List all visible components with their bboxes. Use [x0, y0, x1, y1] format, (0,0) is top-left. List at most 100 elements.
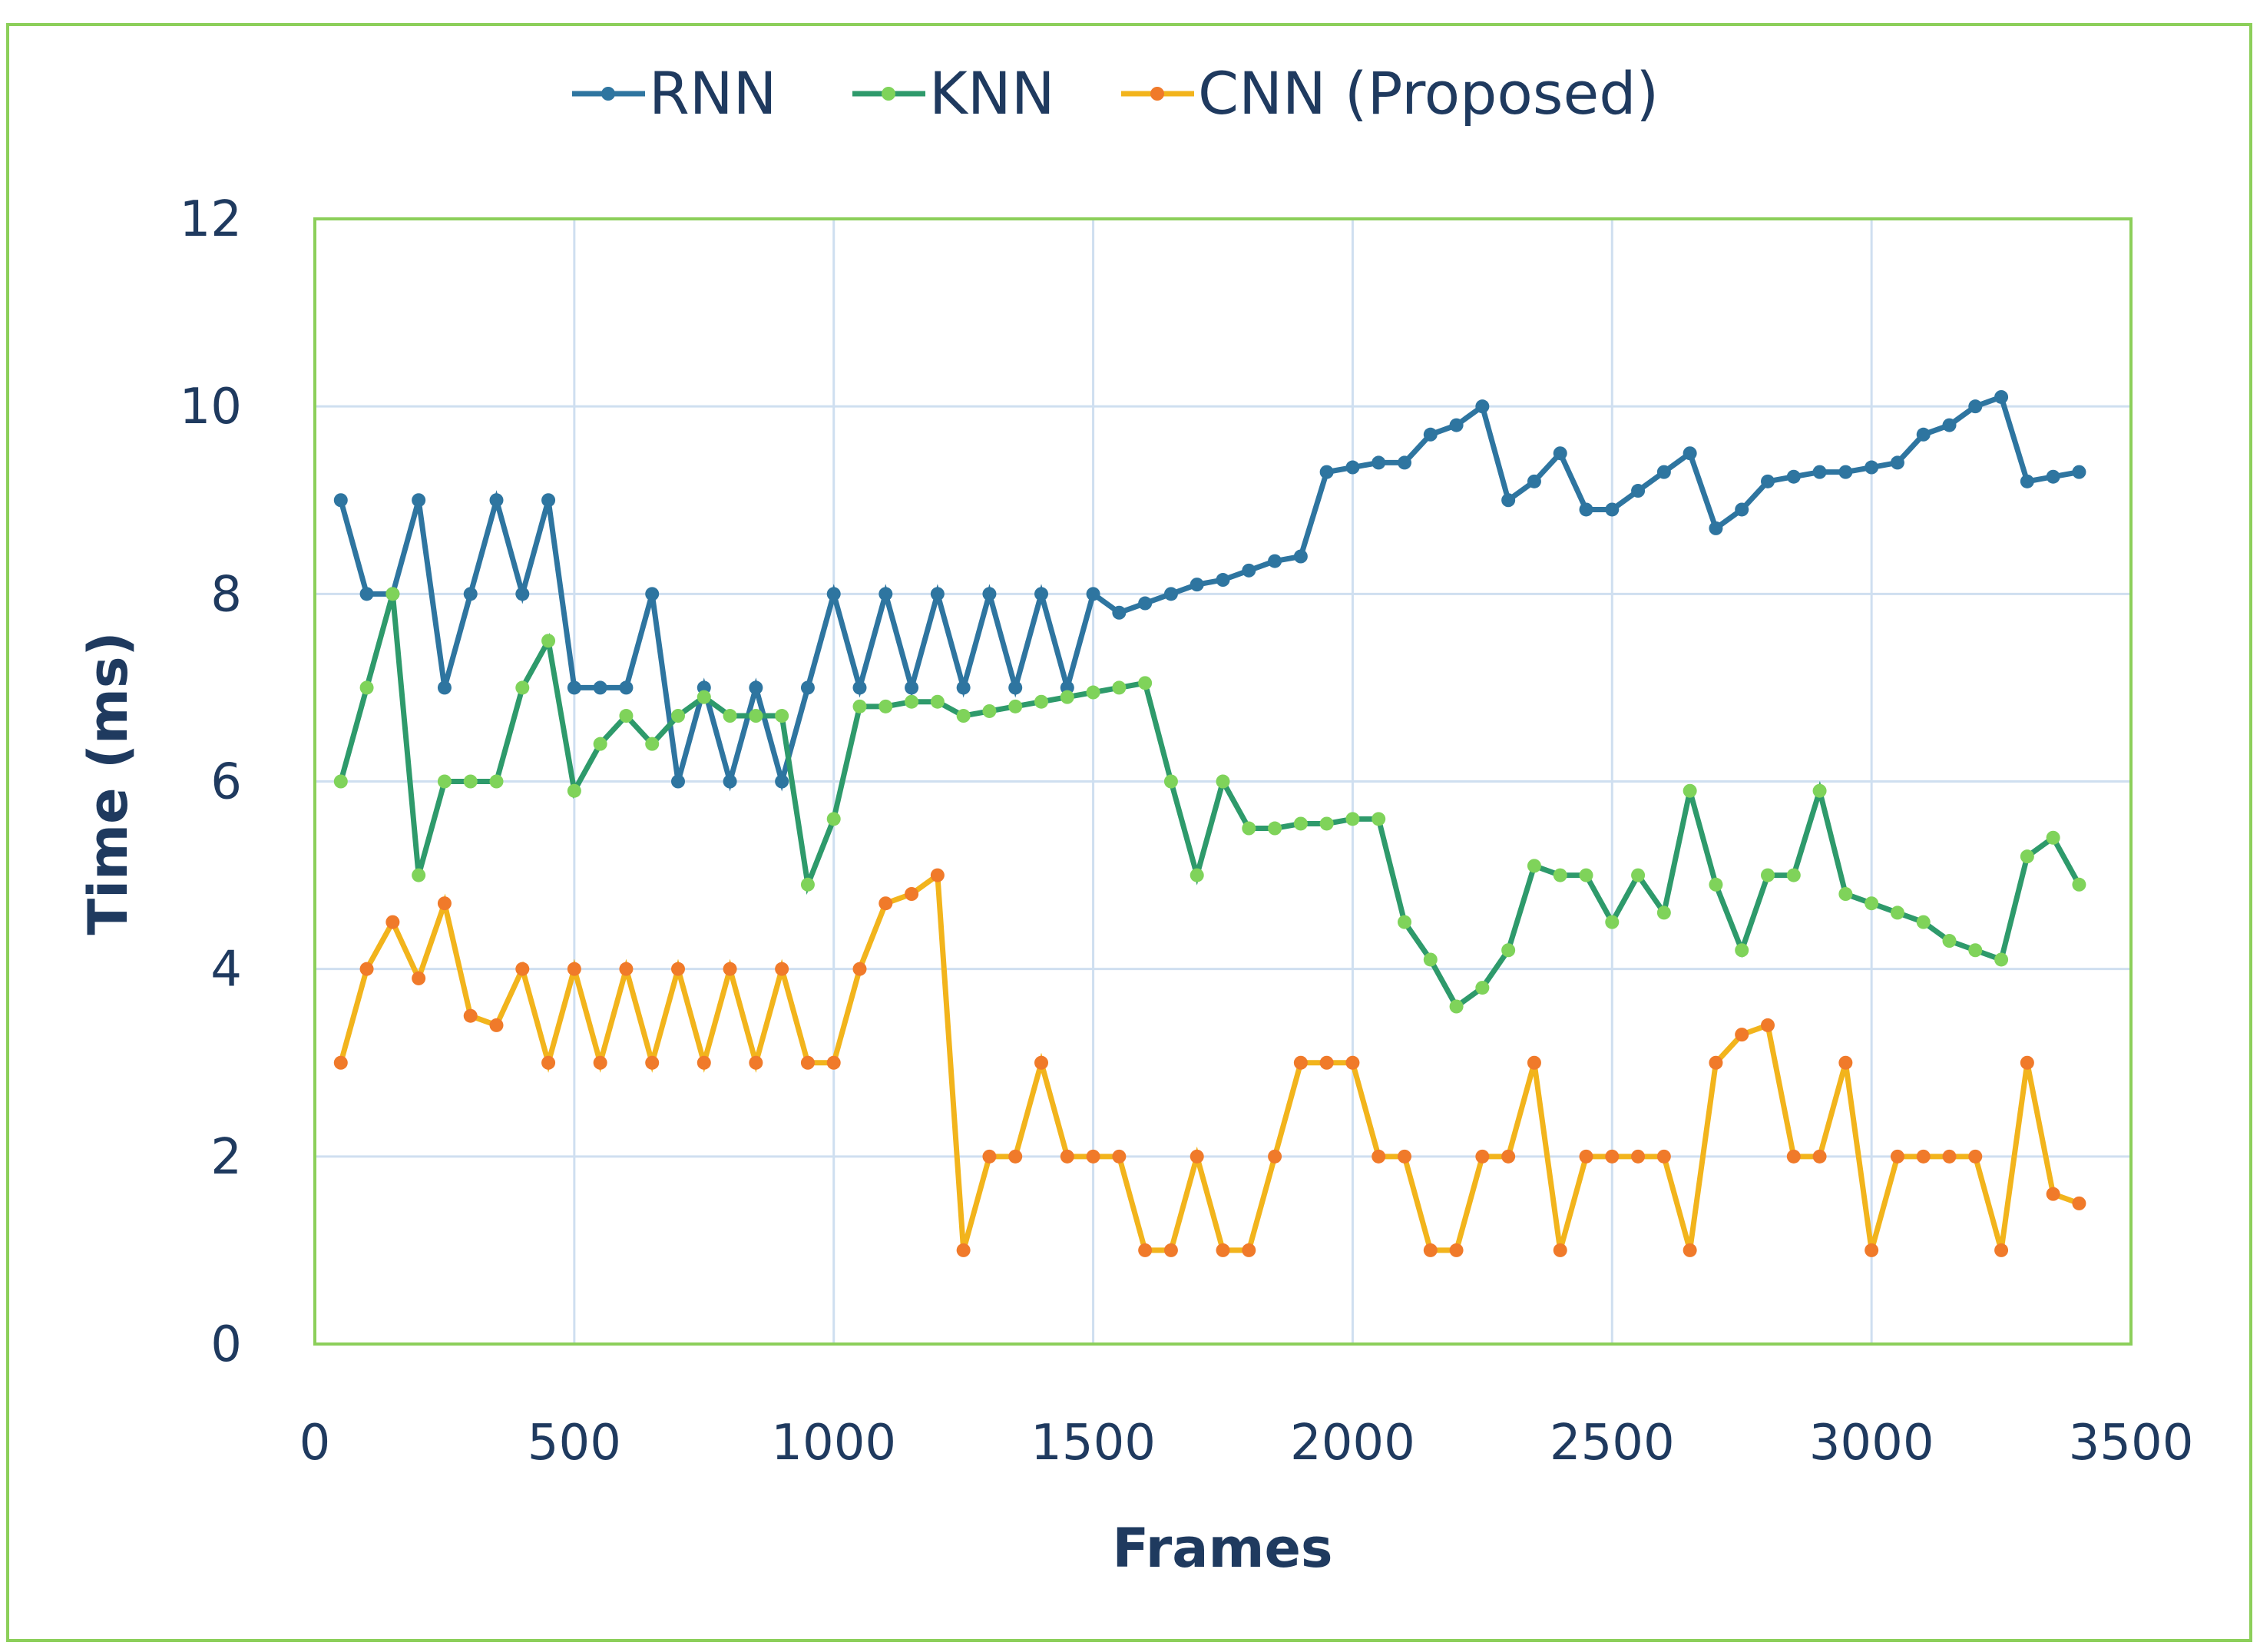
data-point [1008, 680, 1023, 695]
data-point [1656, 905, 1671, 920]
data-point [1449, 999, 1464, 1014]
y-axis-ticks: 0 2 4 6 8 10 12 [180, 191, 242, 1373]
data-point [1553, 446, 1567, 461]
x-tick-label: 3000 [1809, 1415, 1934, 1472]
x-tick-label: 3500 [2069, 1415, 2194, 1472]
data-point [1138, 1243, 1153, 1257]
data-point [593, 1055, 607, 1070]
data-point [1527, 474, 1541, 488]
data-point [1112, 1149, 1127, 1164]
data-point [1112, 680, 1127, 695]
data-point [1812, 465, 1827, 479]
data-point [852, 962, 867, 976]
data-point [1890, 905, 1904, 920]
data-point [1086, 685, 1100, 700]
data-point [1293, 816, 1308, 831]
data-point [1656, 465, 1671, 479]
data-point [1190, 578, 1204, 592]
data-point [723, 962, 737, 976]
data-point [1138, 596, 1153, 611]
data-point [567, 962, 581, 976]
data-point [645, 1055, 660, 1070]
data-point [1553, 868, 1567, 882]
data-point [1060, 690, 1074, 704]
data-point [1735, 502, 1749, 517]
data-point [1268, 554, 1282, 568]
data-point [1501, 943, 1516, 958]
series-line [338, 870, 2080, 1253]
data-point [463, 1008, 478, 1023]
data-point [2072, 877, 2086, 892]
data-point [930, 868, 945, 882]
data-point [723, 709, 737, 723]
data-point [1034, 587, 1048, 601]
data-point [1190, 868, 1204, 882]
data-point [749, 709, 763, 723]
data-point [1034, 694, 1048, 709]
data-point [905, 694, 919, 709]
data-point [1372, 1149, 1386, 1164]
data-point [1268, 821, 1282, 836]
data-point [1786, 868, 1801, 882]
data-point [1293, 1055, 1308, 1070]
data-point [1553, 1243, 1567, 1257]
data-point [437, 896, 452, 911]
data-point [2046, 830, 2060, 845]
data-point [1008, 1149, 1023, 1164]
legend-swatch-marker [601, 87, 615, 101]
data-point [1345, 812, 1360, 826]
data-point [800, 877, 815, 892]
data-point [1942, 418, 1957, 432]
data-point [1268, 1149, 1282, 1164]
legend-label: RNN [649, 59, 777, 127]
data-point [1683, 783, 1697, 798]
data-point [593, 737, 607, 751]
data-point [1398, 455, 1411, 470]
data-point [1916, 427, 1931, 442]
data-point [385, 915, 400, 929]
data-point [879, 587, 893, 601]
data-point [412, 971, 426, 985]
y-tick-label: 8 [210, 566, 242, 623]
data-point [567, 680, 581, 695]
data-point [1086, 1149, 1100, 1164]
data-point [775, 709, 789, 723]
legend-item: CNN (Proposed) [1121, 59, 1659, 127]
data-point [2046, 1187, 2060, 1201]
data-point [1968, 1149, 1983, 1164]
data-point [567, 783, 581, 798]
data-point [1994, 952, 2009, 967]
data-point [1345, 460, 1360, 475]
data-point [1372, 455, 1386, 470]
data-point [1398, 1149, 1411, 1164]
data-point [541, 493, 556, 508]
y-tick-label: 10 [180, 379, 242, 435]
data-point [956, 709, 971, 723]
data-point [879, 896, 893, 911]
data-point [1761, 474, 1775, 488]
data-point [1501, 1149, 1516, 1164]
data-point [1475, 981, 1490, 995]
x-tick-label: 2000 [1290, 1415, 1415, 1472]
data-point [1060, 1149, 1074, 1164]
data-point [956, 1243, 971, 1257]
data-point [1994, 389, 2009, 404]
data-point [1579, 1149, 1593, 1164]
data-point [1761, 1018, 1775, 1032]
data-point [1398, 915, 1411, 929]
data-point [1865, 896, 1879, 911]
data-point [359, 587, 374, 601]
data-point [1475, 399, 1490, 414]
data-point [2020, 474, 2034, 488]
data-point [1683, 1243, 1697, 1257]
data-point [1838, 1055, 1853, 1070]
data-point [541, 1055, 556, 1070]
data-point [1890, 1149, 1904, 1164]
chart-border [6, 23, 2252, 1642]
data-point [1865, 460, 1879, 475]
data-point [749, 680, 763, 695]
data-point [515, 680, 530, 695]
data-point [775, 774, 789, 789]
data-point [1994, 1243, 2009, 1257]
